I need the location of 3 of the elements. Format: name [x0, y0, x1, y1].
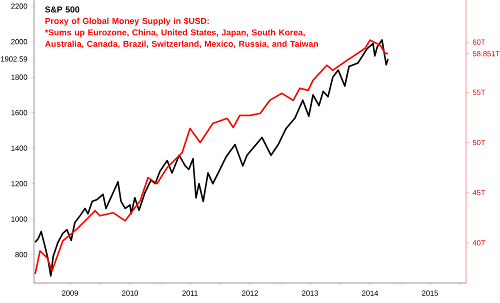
text: S&P 500	[45, 6, 80, 12]
text: Proxy of Global Money Supply in $USD:	[45, 18, 209, 26]
annotation: *Sums up Eurozone, China, United States, Japan, South Korea, Australia, Canada, Brazil, Switzerland, Mexico, Russia, and Taiwan	[44, 29, 318, 48]
